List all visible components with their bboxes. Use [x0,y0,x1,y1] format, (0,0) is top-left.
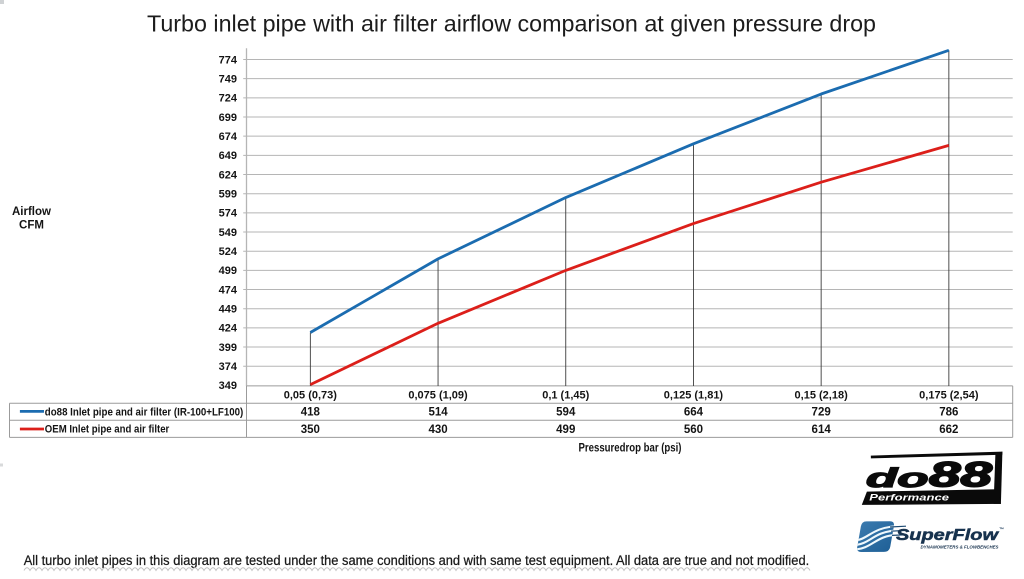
svg-text:624: 624 [219,169,238,181]
svg-text:662: 662 [939,424,958,436]
svg-text:0,075 (1,09): 0,075 (1,09) [408,390,468,402]
svg-text:729: 729 [812,407,831,419]
svg-text:449: 449 [219,304,237,316]
svg-text:Airflow: Airflow [12,206,51,218]
svg-text:Performance: Performance [869,492,950,503]
svg-text:499: 499 [219,265,237,277]
svg-text:499: 499 [556,424,575,436]
svg-text:OEM Inlet pipe and air filter: OEM Inlet pipe and air filter [45,424,170,436]
svg-text:374: 374 [219,361,238,373]
svg-text:424: 424 [219,323,238,335]
svg-text:594: 594 [556,407,576,419]
svg-text:™: ™ [999,527,1004,533]
svg-text:786: 786 [939,407,958,419]
svg-text:699: 699 [219,112,237,124]
svg-text:514: 514 [428,407,448,419]
svg-text:664: 664 [684,407,704,419]
svg-text:CFM: CFM [19,220,44,232]
svg-text:0,125 (1,81): 0,125 (1,81) [664,390,724,402]
svg-text:430: 430 [428,424,447,436]
svg-text:0,15 (2,18): 0,15 (2,18) [795,390,849,402]
svg-text:349: 349 [219,380,237,392]
svg-text:Pressuredrop bar (psi): Pressuredrop bar (psi) [579,443,682,455]
svg-text:Turbo inlet pipe with air filt: Turbo inlet pipe with air filter airflow… [147,11,876,37]
svg-text:SuperFlow: SuperFlow [896,527,999,544]
svg-text:574: 574 [219,208,238,220]
svg-text:0,05 (0,73): 0,05 (0,73) [284,390,338,402]
svg-text:649: 649 [219,150,237,162]
svg-text:All turbo inlet pipes in this: All turbo inlet pipes in this diagram ar… [24,553,810,568]
svg-text:418: 418 [301,407,321,419]
svg-text:399: 399 [219,342,237,354]
svg-text:774: 774 [219,54,238,66]
svg-text:0,175 (2,54): 0,175 (2,54) [919,390,979,402]
svg-text:88: 88 [929,456,993,495]
svg-text:674: 674 [219,131,238,143]
svg-text:474: 474 [219,284,238,296]
svg-text:350: 350 [301,424,320,436]
svg-text:724: 724 [219,93,238,105]
svg-text:DYNAMOMETERS & FLOWBENCHES: DYNAMOMETERS & FLOWBENCHES [921,544,1000,550]
svg-text:549: 549 [219,227,237,239]
svg-text:do88 Inlet pipe and air filter: do88 Inlet pipe and air filter (IR-100+L… [45,406,244,418]
svg-text:614: 614 [812,424,832,436]
svg-text:749: 749 [219,73,237,85]
svg-text:560: 560 [684,424,703,436]
svg-text:599: 599 [219,188,237,200]
svg-text:do: do [866,463,929,493]
svg-text:0,1 (1,45): 0,1 (1,45) [542,390,589,402]
svg-text:524: 524 [219,246,238,258]
